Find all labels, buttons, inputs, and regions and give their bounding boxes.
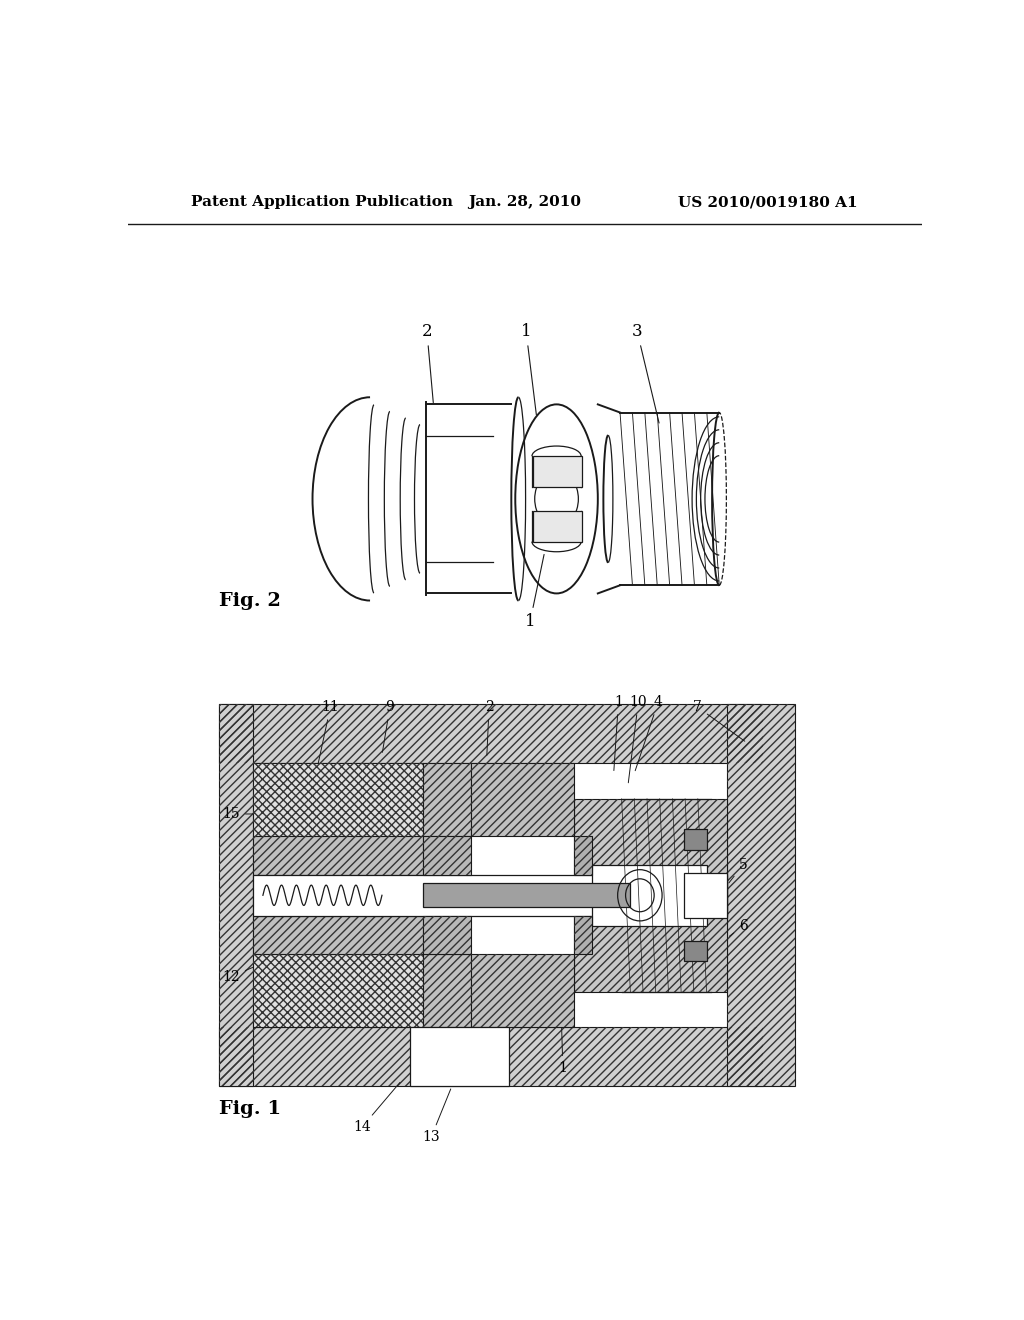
Bar xyxy=(219,704,763,763)
Bar xyxy=(684,873,727,917)
Bar xyxy=(727,704,795,1086)
Text: 8: 8 xyxy=(490,1010,499,1074)
Text: 1: 1 xyxy=(521,323,537,414)
Bar xyxy=(253,837,423,875)
Text: 1: 1 xyxy=(613,696,623,771)
Text: 14: 14 xyxy=(353,1082,400,1134)
Bar xyxy=(253,954,423,1027)
Bar xyxy=(532,457,582,487)
Bar xyxy=(423,954,471,1027)
Text: 3: 3 xyxy=(708,883,726,911)
Text: Fig. 2: Fig. 2 xyxy=(219,591,282,610)
Text: US 2010/0019180 A1: US 2010/0019180 A1 xyxy=(679,195,858,209)
Bar xyxy=(423,763,471,837)
Bar xyxy=(423,837,471,875)
Bar xyxy=(574,916,592,954)
Text: 13: 13 xyxy=(422,1089,451,1144)
Bar xyxy=(219,1027,763,1086)
Bar xyxy=(253,954,423,1027)
Bar xyxy=(219,704,253,1086)
Text: 1: 1 xyxy=(524,554,544,630)
Text: 10: 10 xyxy=(629,696,647,783)
Text: 15: 15 xyxy=(222,807,264,821)
Bar xyxy=(253,763,423,837)
Bar xyxy=(471,954,574,1027)
Bar xyxy=(684,941,708,961)
Bar xyxy=(253,916,423,954)
Text: 12: 12 xyxy=(222,962,264,983)
Bar xyxy=(684,829,708,850)
Bar xyxy=(574,837,592,875)
Bar xyxy=(471,763,574,837)
Text: 7: 7 xyxy=(693,700,744,742)
Bar xyxy=(410,1027,509,1086)
Bar xyxy=(423,883,630,907)
Text: 11: 11 xyxy=(311,700,339,796)
Bar xyxy=(471,954,574,1027)
Text: 2: 2 xyxy=(484,700,494,755)
Bar xyxy=(253,916,423,954)
Text: 6: 6 xyxy=(729,919,748,936)
Text: 2: 2 xyxy=(422,323,433,403)
Bar xyxy=(219,704,253,1086)
Text: 5: 5 xyxy=(729,858,748,883)
Text: Jan. 28, 2010: Jan. 28, 2010 xyxy=(468,195,582,209)
Bar xyxy=(423,954,471,1027)
Bar xyxy=(219,704,763,763)
Text: 4: 4 xyxy=(635,696,663,771)
Text: 3: 3 xyxy=(632,323,659,422)
Text: 9: 9 xyxy=(382,700,394,752)
Bar xyxy=(253,837,423,875)
Bar xyxy=(423,763,471,837)
Bar xyxy=(574,799,727,991)
Text: Fig. 1: Fig. 1 xyxy=(219,1100,282,1118)
Bar xyxy=(471,763,574,837)
Bar xyxy=(219,1027,763,1086)
Bar xyxy=(574,837,592,875)
Bar xyxy=(592,865,708,925)
Bar xyxy=(727,704,795,1086)
Text: 1: 1 xyxy=(558,995,567,1074)
Bar xyxy=(423,837,471,875)
Bar xyxy=(253,763,423,837)
Bar xyxy=(423,916,471,954)
Bar xyxy=(423,916,471,954)
Bar xyxy=(253,875,727,916)
Text: Patent Application Publication: Patent Application Publication xyxy=(191,195,454,209)
Bar xyxy=(574,916,592,954)
Bar xyxy=(532,511,582,541)
Bar xyxy=(574,799,727,991)
